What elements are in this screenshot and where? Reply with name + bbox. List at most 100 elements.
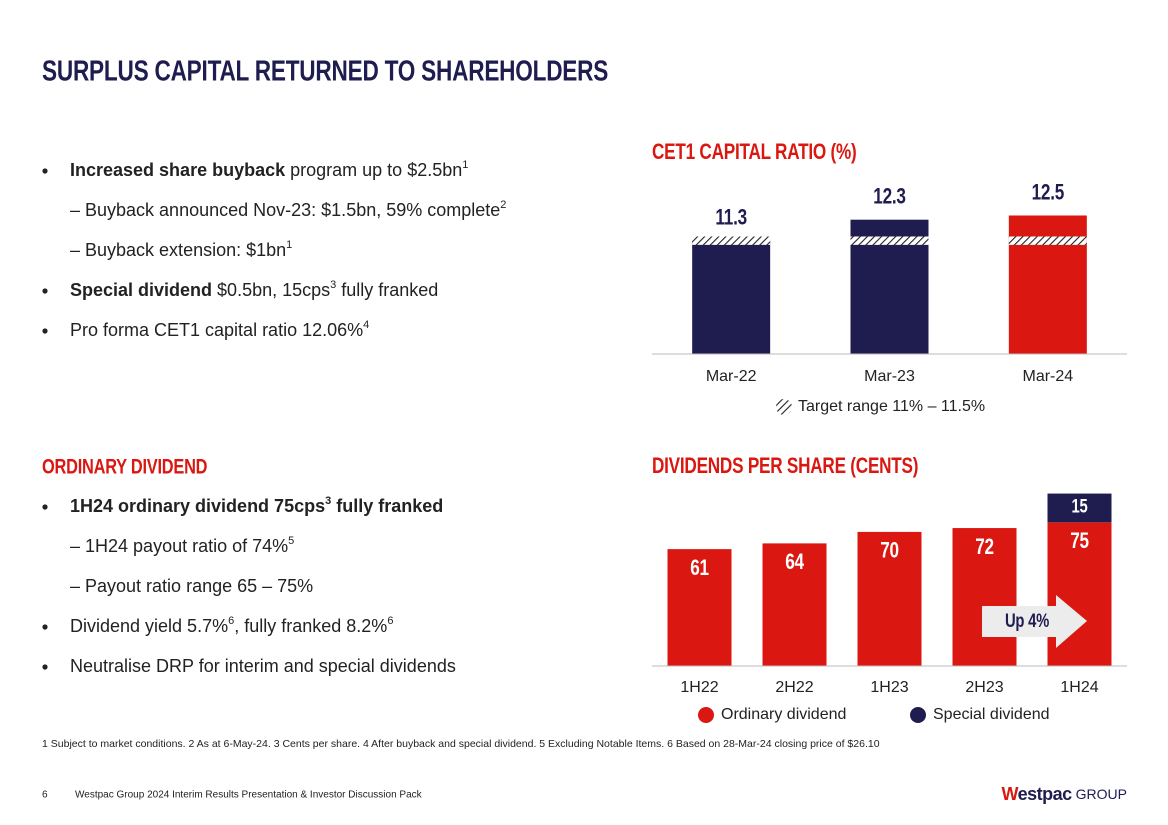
bar-segment	[1047, 493, 1112, 523]
bullet-text: Neutralise DRP for interim and special d…	[70, 656, 456, 676]
chart-title-group: CET1 CAPITAL RATIO (%)	[652, 140, 857, 165]
x-tick-label: Mar-23	[864, 368, 915, 385]
x-tick-label: 1H22	[680, 679, 718, 696]
value-label: 64	[785, 550, 804, 575]
target-band	[1008, 236, 1087, 245]
bullet-text: Dividend yield 5.7%6, fully franked 8.2%…	[70, 615, 393, 636]
bullet-text: Increased share buyback program up to $2…	[70, 159, 468, 180]
text-run: Pro forma CET1 capital ratio 12.06%	[70, 320, 363, 340]
bullet-text: Pro forma CET1 capital ratio 12.06%4	[70, 319, 369, 340]
value-label: 11.3	[715, 206, 747, 231]
text-run: 6	[228, 615, 234, 627]
text-run: 5	[288, 535, 294, 547]
text-run: fully franked	[331, 496, 443, 516]
text-run: Special dividend	[70, 280, 212, 300]
legend-swatch	[698, 707, 714, 723]
text-run: 1	[286, 239, 292, 251]
target-band	[850, 236, 929, 245]
value-label: 12.5	[1032, 180, 1065, 205]
bullet-text: – Payout ratio range 65 – 75%	[70, 576, 313, 596]
legend-label: Ordinary dividend	[721, 706, 846, 723]
section-heading: ORDINARY DIVIDEND	[42, 455, 207, 478]
chart-title: CET1 CAPITAL RATIO (%)	[652, 140, 856, 165]
value-label-group: 72	[975, 535, 994, 560]
value-label-group: 12.3	[873, 185, 906, 210]
x-tick-label: 1H23	[870, 679, 908, 696]
chart-title: DIVIDENDS PER SHARE (CENTS)	[652, 454, 918, 479]
value-label-group: 75	[1070, 529, 1089, 554]
page-number: 6	[42, 790, 48, 801]
text-run: – Payout ratio range 65 – 75%	[70, 576, 313, 596]
text-run: 1	[462, 159, 468, 171]
slide-title-group: SURPLUS CAPITAL RETURNED TO SHAREHOLDERS	[42, 54, 608, 87]
x-tick-label: Mar-22	[706, 368, 757, 385]
growth-arrow	[982, 595, 1087, 648]
text-run: $0.5bn, 15cps	[212, 280, 330, 300]
value-label-group: 70	[880, 539, 899, 564]
legend-label: Target range 11% – 11.5%	[798, 398, 985, 415]
text-run: – Buyback announced Nov-23: $1.5bn, 59% …	[70, 200, 500, 220]
text-run: Increased share buyback	[70, 160, 286, 180]
footnote: 1 Subject to market conditions. 2 As at …	[42, 738, 880, 750]
x-tick-label: 2H23	[965, 679, 1003, 696]
bullet-text: – Buyback extension: $1bn1	[70, 239, 292, 260]
legend-swatch	[776, 399, 792, 415]
annotation-group: Up 4%	[1005, 610, 1049, 631]
value-label-group: 12.5	[1032, 180, 1065, 205]
brand-logo: Westpac GROUP	[1001, 784, 1127, 804]
value-label-group: 64	[785, 550, 804, 575]
text-run: fully franked	[336, 280, 438, 300]
chart-title-group: DIVIDENDS PER SHARE (CENTS)	[652, 454, 918, 479]
bullet-dot	[42, 288, 48, 294]
target-band	[692, 236, 771, 245]
text-run: – 1H24 payout ratio of 74%	[70, 536, 288, 556]
slide-title: SURPLUS CAPITAL RETURNED TO SHAREHOLDERS	[42, 54, 608, 87]
text-run: 2	[500, 199, 506, 211]
footer-text: Westpac Group 2024 Interim Results Prese…	[75, 790, 423, 801]
value-label: 75	[1070, 529, 1089, 554]
value-label: 61	[690, 556, 709, 581]
x-tick-label: 2H22	[775, 679, 813, 696]
bar	[692, 240, 771, 354]
value-label-group: 15	[1072, 496, 1088, 517]
brand-rest: estpac	[1018, 784, 1073, 804]
x-tick-label: 1H24	[1060, 679, 1098, 696]
value-label: 12.3	[873, 185, 906, 210]
bullet-dot	[42, 664, 48, 670]
value-label-group: 11.3	[715, 206, 747, 231]
bar	[1008, 215, 1087, 354]
value-label-group: 61	[690, 556, 709, 581]
legend-swatch	[910, 707, 926, 723]
text-run: Dividend yield 5.7%	[70, 616, 228, 636]
bullet-text: – 1H24 payout ratio of 74%5	[70, 535, 294, 556]
x-tick-label: Mar-24	[1022, 368, 1073, 385]
bar-segment	[667, 549, 732, 666]
text-run: program up to $2.5bn	[285, 160, 462, 180]
annotation: Up 4%	[1005, 610, 1049, 631]
bullet-text: Special dividend $0.5bn, 15cps3 fully fr…	[70, 279, 438, 300]
text-run: 1H24 ordinary dividend 75cps	[70, 496, 325, 516]
text-run: 3	[325, 495, 331, 507]
value-label: 70	[880, 539, 899, 564]
bullet-text: – Buyback announced Nov-23: $1.5bn, 59% …	[70, 199, 506, 220]
text-run: 6	[387, 615, 393, 627]
bullet-text: 1H24 ordinary dividend 75cps3 fully fran…	[70, 495, 443, 516]
value-label: 15	[1072, 496, 1088, 517]
text-run: Neutralise DRP for interim and special d…	[70, 656, 456, 676]
text-run: , fully franked 8.2%	[234, 616, 387, 636]
bullet-dot	[42, 624, 48, 630]
text-run: 4	[363, 319, 369, 331]
brand-group: GROUP	[1076, 786, 1127, 802]
bar-segment	[857, 531, 922, 666]
legend-label: Special dividend	[933, 706, 1050, 723]
text-run: – Buyback extension: $1bn	[70, 240, 286, 260]
bar-segment	[762, 543, 827, 666]
bullet-dot	[42, 168, 48, 174]
brand-initial: W	[1001, 784, 1018, 804]
bar-segment	[952, 528, 1017, 666]
bullet-dot	[42, 504, 48, 510]
brand-name: Westpac	[1001, 784, 1072, 804]
section-heading-group: ORDINARY DIVIDEND	[42, 455, 208, 478]
value-label: 72	[975, 535, 994, 560]
